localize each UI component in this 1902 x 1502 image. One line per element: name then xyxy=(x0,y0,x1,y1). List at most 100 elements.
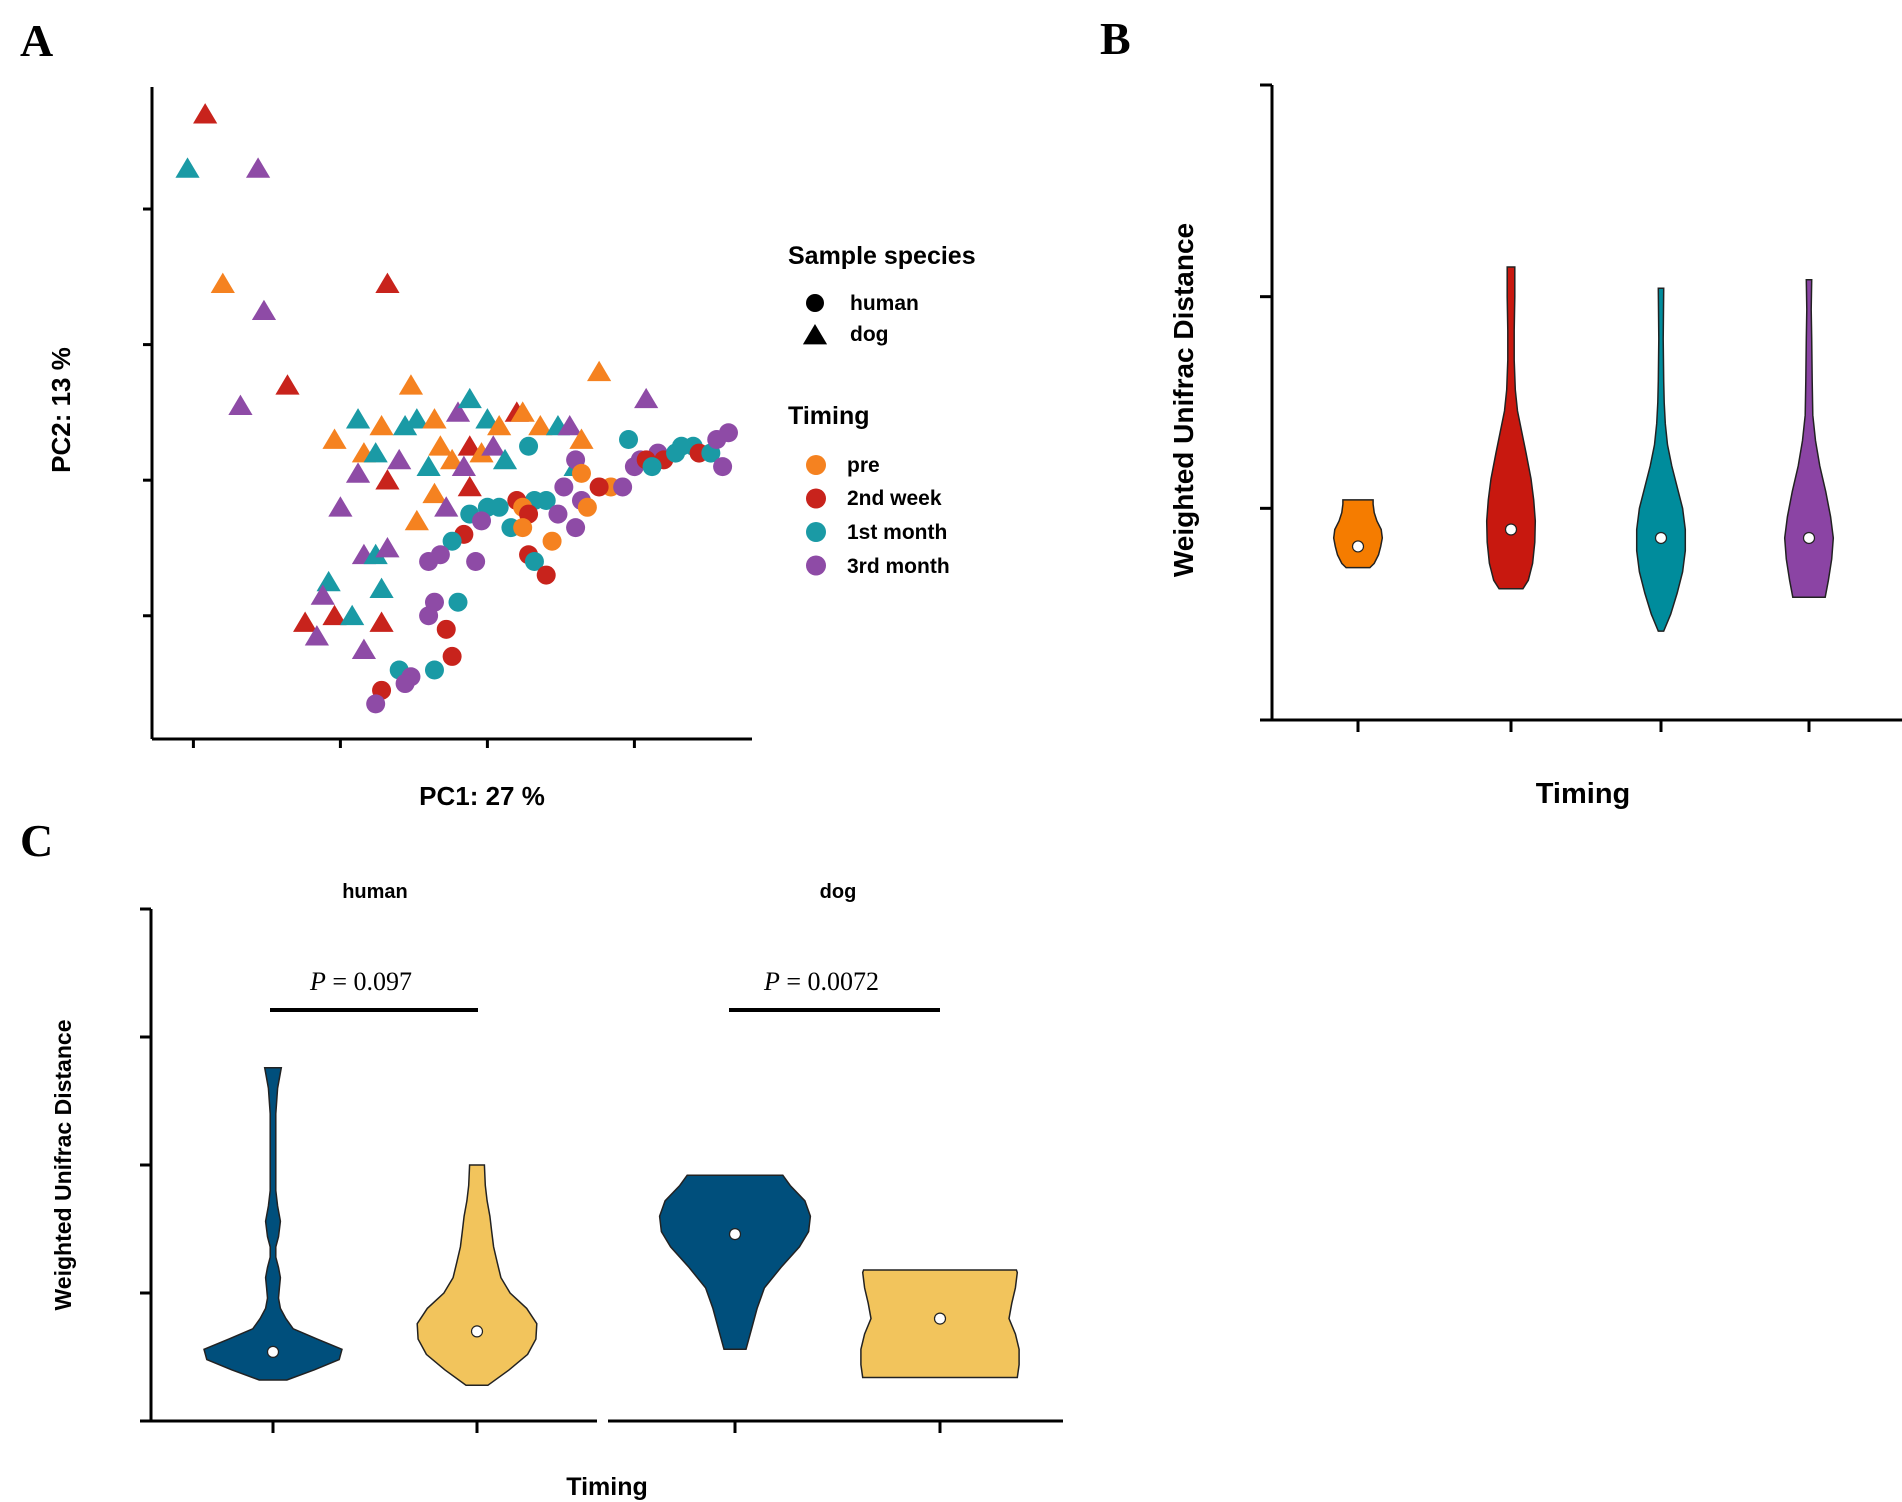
median-dot-human-pre-1st-month xyxy=(266,1345,280,1358)
scatter-point-dog-3rd-month xyxy=(345,462,371,483)
scatter-point-dog-pre xyxy=(322,428,347,449)
scatter-point-dog-2nd-week xyxy=(457,475,482,497)
median-dot-dog-1st-month-3rd-month xyxy=(933,1312,947,1325)
scatter-point-human-pre xyxy=(571,463,591,483)
legend-timing-title: Timing xyxy=(788,402,869,430)
scatter-point-dog-1st-month xyxy=(392,414,418,436)
legend-species-dog: dog xyxy=(850,323,888,346)
scatter-point-human-3rd-month xyxy=(548,504,568,524)
scatter-point-dog-3rd-month xyxy=(445,401,471,422)
violin-2nd-week xyxy=(1485,266,1537,590)
scatter-point-human-3rd-month xyxy=(419,606,439,626)
scatter-point-dog-3rd-month xyxy=(228,394,253,415)
scatter-point-human-3rd-month xyxy=(472,511,492,531)
scatter-point-dog-1st-month xyxy=(345,408,371,429)
scatter-point-dog-pre xyxy=(487,414,512,436)
scatter-point-dog-pre xyxy=(440,448,465,470)
scatter-point-dog-pre xyxy=(428,435,453,456)
scatter-point-human-3rd-month xyxy=(613,477,633,497)
scatter-point-dog-1st-month xyxy=(340,604,365,626)
median-dot-pre xyxy=(1351,540,1365,553)
legend-triangle-marker xyxy=(802,324,828,345)
scatter-point-dog-pre xyxy=(369,414,394,436)
scatter-point-human-2nd-week xyxy=(536,565,556,585)
scatter-point-dog-pre xyxy=(422,482,447,504)
violin-human-pre-1st-month xyxy=(203,1066,343,1381)
legend-color-2nd-week xyxy=(806,488,826,509)
species-violin-panel: Timing Weighted Unifrac Distance human d… xyxy=(50,881,1063,1501)
violin-dog-pre-1st-month xyxy=(658,1174,812,1351)
scatter-point-dog-2nd-week xyxy=(275,374,300,395)
pca-x-axis-title: PC1: 27 % xyxy=(419,781,545,811)
p-value-human: P = 0.097 xyxy=(309,967,412,996)
scatter-point-human-1st-month xyxy=(424,660,444,680)
scatter-point-human-pre xyxy=(513,518,533,538)
panel-label-a: A xyxy=(20,15,53,66)
scatter-point-dog-2nd-week xyxy=(193,103,218,124)
pca-legend: Sample species human dog Timing pre 2nd … xyxy=(788,242,976,578)
scatter-point-dog-1st-month xyxy=(457,387,482,409)
scatter-point-dog-2nd-week xyxy=(322,604,347,626)
pca-y-axis-title: PC2: 13 % xyxy=(46,347,76,473)
scatter-point-human-pre xyxy=(577,497,597,517)
scatter-point-human-1st-month xyxy=(642,457,662,477)
panel-label-b: B xyxy=(1100,13,1131,64)
violin-pre xyxy=(1332,499,1384,569)
scatter-point-human-3rd-month xyxy=(366,694,386,714)
violin-3rd-month xyxy=(1783,278,1835,598)
p-value-dog: P = 0.0072 xyxy=(763,967,879,996)
scatter-point-human-2nd-week xyxy=(442,646,462,666)
scatter-point-human-1st-month xyxy=(619,430,639,450)
scatter-point-human-3rd-month xyxy=(554,477,574,497)
violin-c-x-axis-title: Timing xyxy=(566,1473,647,1501)
scatter-point-dog-3rd-month xyxy=(251,299,277,321)
legend-timing-2nd-week: 2nd week xyxy=(847,487,942,510)
scatter-point-dog-pre xyxy=(469,442,494,463)
scatter-point-dog-2nd-week xyxy=(375,272,400,293)
scatter-point-human-1st-month xyxy=(442,531,462,551)
scatter-point-human-3rd-month xyxy=(566,518,586,538)
violin-1st-month xyxy=(1635,287,1687,632)
scatter-point-human-2nd-week xyxy=(589,477,609,497)
scatter-point-dog-3rd-month xyxy=(634,387,659,409)
legend-color-3rd-month xyxy=(806,555,826,576)
scatter-point-dog-3rd-month xyxy=(351,638,377,660)
scatter-point-dog-3rd-month xyxy=(304,625,329,646)
scatter-point-human-3rd-month xyxy=(395,674,415,694)
median-dot-human-1st-month-3rd-month xyxy=(470,1325,484,1338)
median-dot-1st-month xyxy=(1654,531,1668,545)
scatter-point-dog-3rd-month xyxy=(451,455,476,476)
scatter-point-dog-2nd-week xyxy=(375,469,400,490)
median-dot-2nd-week xyxy=(1504,523,1518,536)
scatter-point-dog-pre xyxy=(569,428,594,449)
violin-human-1st-month-3rd-month xyxy=(416,1164,538,1386)
scatter-point-dog-3rd-month xyxy=(557,414,582,436)
violin-b-y-axis-title: Weighted Unifrac Distance xyxy=(1168,223,1199,577)
scatter-point-dog-1st-month xyxy=(404,408,429,429)
scatter-point-dog-3rd-month xyxy=(387,448,412,470)
scatter-point-dog-3rd-month xyxy=(328,496,353,517)
legend-timing-1st-month: 1st month xyxy=(847,521,947,544)
pca-scatter-panel: PC1: 27 % PC2: 13 % Sample species human… xyxy=(46,87,976,811)
scatter-point-dog-2nd-week xyxy=(457,435,482,456)
facet-title-human: human xyxy=(342,881,408,903)
scatter-point-human-3rd-month xyxy=(718,423,738,443)
scatter-point-dog-2nd-week xyxy=(369,611,394,632)
legend-circle-marker xyxy=(806,294,824,312)
scatter-point-dog-3rd-month xyxy=(245,157,271,178)
scatter-point-human-1st-month xyxy=(448,592,468,612)
scatter-point-dog-3rd-month xyxy=(434,496,459,517)
legend-timing-pre: pre xyxy=(847,454,880,477)
timing-violin-panel: Timing Weighted Unifrac Distance xyxy=(1168,83,1902,810)
legend-color-pre xyxy=(806,455,826,475)
scatter-point-human-pre xyxy=(542,531,562,551)
legend-species-title: Sample species xyxy=(788,242,976,270)
scatter-point-dog-pre xyxy=(210,272,235,293)
scatter-point-dog-1st-month xyxy=(363,543,388,565)
scatter-point-dog-pre xyxy=(422,408,447,429)
scatter-point-human-2nd-week xyxy=(436,619,456,639)
scatter-point-dog-1st-month xyxy=(363,442,388,463)
scatter-point-human-1st-month xyxy=(524,552,544,572)
legend-timing-3rd-month: 3rd month xyxy=(847,555,950,578)
median-dot-3rd-month xyxy=(1802,531,1816,545)
